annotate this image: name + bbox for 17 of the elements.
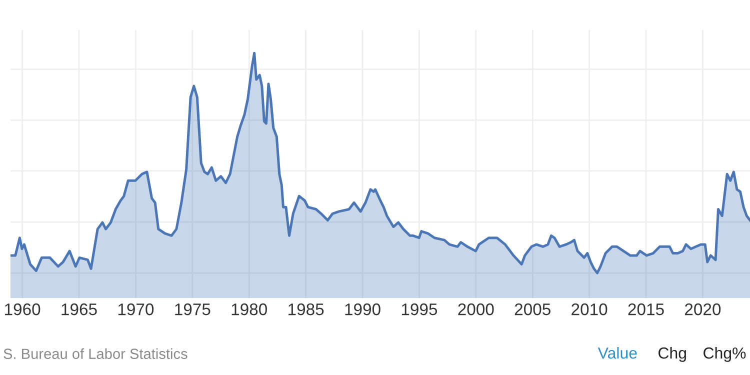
x-tick-label: 2000 — [458, 303, 494, 316]
x-tick-label: 1960 — [5, 303, 40, 316]
text: Chg — [658, 346, 686, 362]
x-tick-label: 2015 — [628, 303, 664, 316]
x-tick-label: 1980 — [232, 303, 267, 316]
x-tick-label: 1985 — [288, 303, 324, 316]
x-tick-label: 2005 — [514, 303, 550, 316]
x-tick-label: 2010 — [572, 303, 608, 316]
x-tick-label: 2020 — [685, 303, 721, 316]
x-tick-label: 1965 — [62, 303, 97, 316]
text: Chg% — [704, 346, 746, 362]
x-tick-label: 1975 — [175, 303, 210, 316]
text: S. Bureau of Labor Statistics — [4, 348, 188, 359]
x-tick-label: 1990 — [345, 303, 380, 316]
text: Value — [598, 346, 637, 359]
x-tick-label: 1995 — [402, 303, 438, 316]
x-tick-label: 1970 — [118, 303, 154, 316]
